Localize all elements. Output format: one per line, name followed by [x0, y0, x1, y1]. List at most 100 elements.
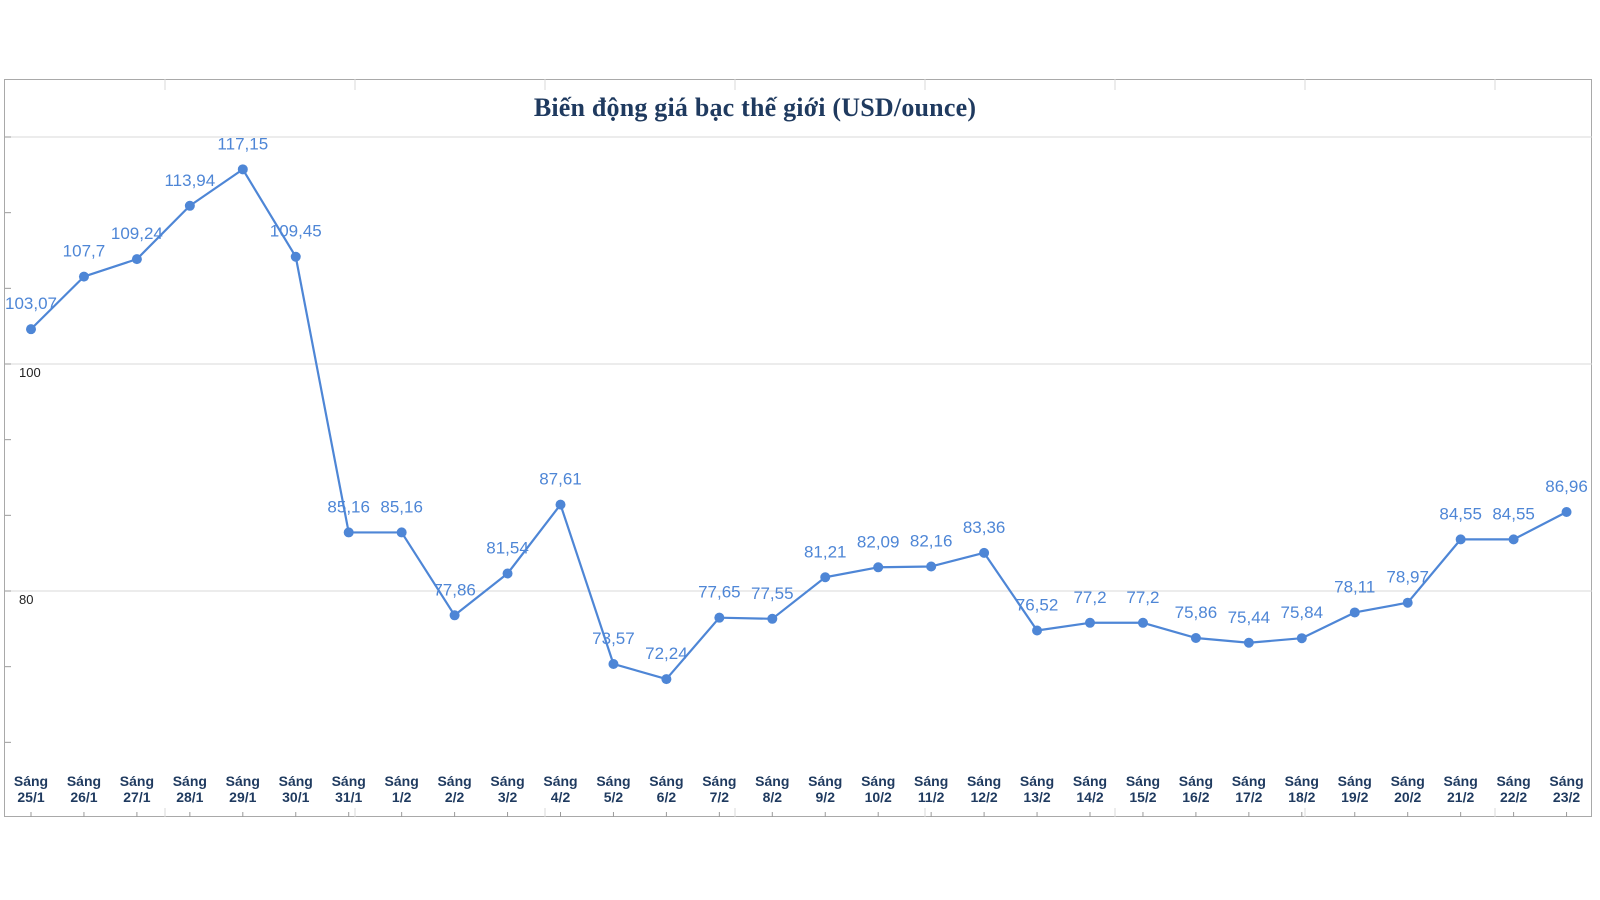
x-tick-label: 2/2	[445, 789, 465, 805]
x-tick-label: Sáng	[1444, 773, 1478, 789]
data-point	[1508, 534, 1519, 545]
data-label: 84,55	[1492, 504, 1535, 523]
x-tick-label: 4/2	[551, 789, 571, 805]
data-point	[78, 271, 89, 282]
x-tick-label: 21/2	[1447, 789, 1474, 805]
data-label: 109,24	[111, 224, 163, 243]
x-tick-label: Sáng	[385, 773, 419, 789]
x-tick-label: Sáng	[967, 773, 1001, 789]
data-label: 76,52	[1016, 595, 1059, 614]
x-tick-label: Sáng	[1232, 773, 1266, 789]
x-tick-label: Sáng	[67, 773, 101, 789]
x-tick-label: 3/2	[498, 789, 518, 805]
x-tick-label: Sáng	[226, 773, 260, 789]
x-tick-label: 5/2	[604, 789, 624, 805]
x-tick-label: 22/2	[1500, 789, 1527, 805]
data-label: 86,96	[1545, 477, 1588, 496]
x-tick-label: Sáng	[120, 773, 154, 789]
x-tick-label: 17/2	[1235, 789, 1262, 805]
data-point	[1561, 507, 1572, 518]
x-tick-label: 25/1	[17, 789, 44, 805]
data-label: 84,55	[1439, 504, 1482, 523]
x-tick-label: Sáng	[332, 773, 366, 789]
x-tick-label: Sáng	[1549, 773, 1583, 789]
x-tick-label: Sáng	[543, 773, 577, 789]
x-tick-label: Sáng	[1391, 773, 1425, 789]
chart-frame	[4, 79, 1592, 817]
data-label: 113,94	[164, 171, 215, 190]
data-label: 78,11	[1334, 577, 1375, 596]
data-label: 77,55	[751, 584, 794, 603]
data-label: 109,45	[270, 222, 322, 241]
data-point	[1402, 597, 1413, 608]
x-tick-label: 18/2	[1288, 789, 1315, 805]
data-point	[1455, 534, 1466, 545]
data-point	[767, 613, 778, 624]
data-point	[608, 658, 619, 669]
data-label: 75,86	[1175, 603, 1218, 622]
x-tick-label: Sáng	[1338, 773, 1372, 789]
data-label: 75,44	[1228, 608, 1271, 627]
x-tick-label: Sáng	[914, 773, 948, 789]
x-tick-label: Sáng	[1073, 773, 1107, 789]
x-tick-label: 13/2	[1023, 789, 1050, 805]
data-point	[1032, 625, 1043, 636]
x-tick-label: Sáng	[279, 773, 313, 789]
data-label: 83,36	[963, 518, 1006, 537]
data-point	[714, 612, 725, 623]
data-label: 103,07	[5, 294, 57, 313]
data-label: 72,24	[645, 644, 688, 663]
data-label: 107,7	[63, 242, 106, 261]
data-point	[1137, 617, 1148, 628]
x-tick-label: 11/2	[918, 789, 945, 805]
x-tick-label: 1/2	[392, 789, 412, 805]
data-label: 77,86	[433, 580, 476, 599]
x-tick-label: Sáng	[702, 773, 736, 789]
x-tick-label: 16/2	[1182, 789, 1209, 805]
data-label: 87,61	[539, 470, 582, 489]
data-point	[555, 499, 566, 510]
data-point	[502, 568, 513, 579]
x-tick-label: 30/1	[282, 789, 309, 805]
x-tick-label: Sáng	[1126, 773, 1160, 789]
x-tick-label: Sáng	[437, 773, 471, 789]
data-point	[131, 254, 142, 265]
data-point	[1243, 637, 1254, 648]
data-label: 78,97	[1386, 568, 1429, 587]
x-tick-label: 14/2	[1076, 789, 1103, 805]
data-point	[1085, 617, 1095, 628]
data-label: 117,15	[217, 134, 268, 153]
data-point	[820, 572, 831, 583]
data-point	[449, 610, 460, 621]
data-point	[1190, 632, 1201, 643]
data-label: 85,16	[380, 497, 423, 516]
x-tick-label: 10/2	[865, 789, 892, 805]
x-tick-label: 27/1	[123, 789, 150, 805]
data-label: 81,54	[486, 539, 529, 558]
data-point	[290, 251, 301, 262]
data-point	[396, 527, 407, 538]
x-tick-label: Sáng	[808, 773, 842, 789]
x-tick-label: Sáng	[1179, 773, 1213, 789]
data-label: 75,84	[1281, 603, 1324, 622]
data-label: 73,57	[592, 629, 635, 648]
data-point	[237, 164, 248, 175]
x-tick-label: 19/2	[1341, 789, 1368, 805]
data-label: 85,16	[327, 497, 370, 516]
y-tick-label: 80	[19, 592, 33, 607]
data-point	[926, 561, 937, 572]
data-point	[26, 324, 36, 335]
series-line	[30, 168, 1568, 681]
x-tick-label: Sáng	[1496, 773, 1530, 789]
x-tick-label: 28/1	[176, 789, 203, 805]
x-tick-label: 6/2	[657, 789, 677, 805]
x-tick-label: 12/2	[970, 789, 997, 805]
x-tick-label: Sáng	[861, 773, 895, 789]
x-tick-label: Sáng	[596, 773, 630, 789]
data-label: 82,09	[857, 532, 900, 551]
data-label: 77,2	[1126, 588, 1159, 607]
x-tick-label: 31/1	[335, 789, 362, 805]
data-point	[661, 674, 672, 685]
data-point	[979, 547, 990, 558]
x-tick-label: 9/2	[816, 789, 836, 805]
